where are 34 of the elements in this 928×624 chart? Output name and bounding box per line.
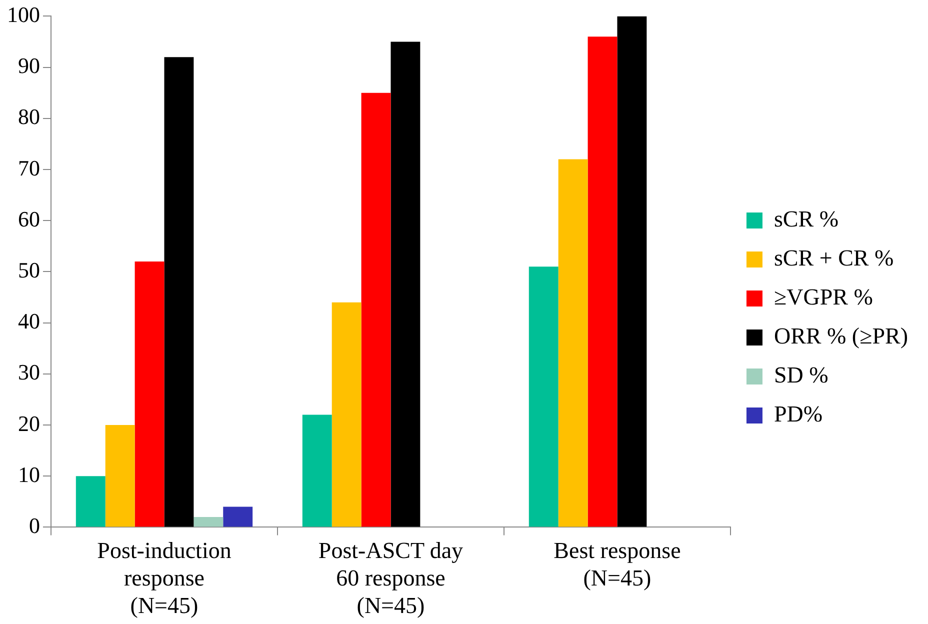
legend-label: sCR % (774, 206, 839, 232)
bar (164, 57, 194, 527)
bar (302, 414, 332, 527)
y-tick-label: 90 (18, 53, 40, 78)
x-tick-label: Best response (N=45) (554, 538, 681, 591)
y-tick-label: 80 (18, 104, 40, 130)
y-tick-label: 50 (18, 257, 40, 282)
x-tick-label: Post-induction response (N=45) (97, 538, 232, 618)
y-tick-label: 40 (18, 308, 40, 334)
bar (76, 476, 106, 527)
bar (390, 42, 420, 527)
bar (332, 302, 362, 527)
legend-label: PD% (774, 402, 823, 427)
bar (528, 266, 558, 527)
bar (558, 159, 588, 527)
bar (194, 516, 224, 527)
bar (105, 425, 135, 527)
legend-label: ≥VGPR % (774, 284, 873, 310)
bar (223, 506, 253, 527)
bar (588, 36, 618, 527)
bar (361, 92, 391, 527)
y-tick-label: 20 (18, 410, 40, 436)
bar (134, 261, 164, 527)
legend-label: ORR % (≥PR) (774, 324, 908, 349)
y-tick-label: 60 (18, 206, 40, 232)
y-tick-label: 70 (18, 155, 40, 180)
bar (617, 16, 647, 527)
y-tick-label: 0 (29, 512, 40, 538)
legend-label: SD % (774, 362, 828, 388)
y-tick-label: 100 (7, 2, 40, 27)
x-tick-label: Post-ASCT day 60 response (N=45) (318, 538, 464, 618)
y-tick-label: 30 (18, 360, 40, 385)
y-tick-label: 10 (18, 462, 40, 487)
legend-label: sCR + CR % (774, 246, 894, 271)
